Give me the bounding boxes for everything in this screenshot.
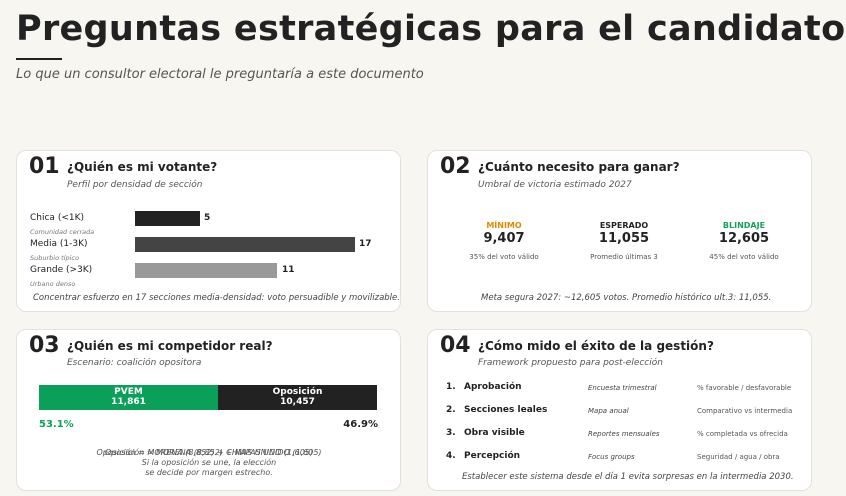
metric-indicator-4: Seguridad / agua / obra — [697, 453, 780, 461]
bar-value-media: 17 — [359, 239, 372, 249]
card3-note-line1: Si la oposición se une, la elección — [141, 458, 277, 467]
metric-number-2: 2. — [446, 405, 456, 415]
stat-blindaje-desc: 45% del voto válido — [709, 253, 779, 261]
card4-subtitle: Framework propuesto para post-elección — [478, 358, 663, 368]
bar-chica — [135, 211, 200, 226]
metric-title-3: Obra visible — [464, 428, 525, 438]
bar-label-media: Media (1-3K) — [30, 239, 88, 249]
stat-minimo-desc: 35% del voto válido — [469, 253, 539, 261]
card3-number: 03 — [29, 333, 60, 358]
stat-blindaje-value: 12,605 — [718, 231, 770, 246]
opposition-percent: 46.9% — [343, 419, 378, 430]
card4-number: 04 — [440, 333, 471, 358]
card3-note-overlap-a: Oposición = MORENA (8,852) + CHIAPAS UNI… — [96, 448, 322, 457]
card-success-metrics — [427, 329, 812, 491]
stat-esperado-label: ESPERADO — [599, 221, 649, 230]
metric-title-1: Aprobación — [464, 382, 522, 392]
stat-minimo-value: 9,407 — [483, 231, 525, 246]
metric-method-2: Mapa anual — [588, 407, 629, 415]
bar-value-chica: 5 — [204, 213, 211, 223]
pvem-bar-segment: PVEM 11,861 — [39, 385, 218, 410]
pvem-votes: 11,861 — [111, 397, 146, 407]
card2-title: ¿Cuánto necesito para ganar? — [478, 160, 680, 174]
metric-number-3: 3. — [446, 428, 456, 438]
card4-note: Establecer este sistema desde el día 1 e… — [462, 472, 794, 482]
card1-subtitle: Perfil por densidad de sección — [67, 180, 203, 190]
stat-blindaje-label: BLINDAJE — [722, 221, 766, 230]
metric-method-3: Reportes mensuales — [588, 430, 660, 438]
card-competitor — [16, 329, 401, 491]
metric-method-4: Focus groups — [588, 453, 635, 461]
opposition-name: Oposición — [272, 387, 323, 397]
metric-number-1: 1. — [446, 382, 456, 392]
card3-title: ¿Quién es mi competidor real? — [67, 339, 273, 353]
card3-note-line2: se decide por margen estrecho. — [145, 468, 273, 477]
stat-esperado-desc: Promedio últimas 3 — [590, 253, 658, 261]
bar-sub-chica: Comunidad cerrada — [30, 228, 95, 236]
pvem-name: PVEM — [114, 387, 143, 397]
stat-minimo: MÍNIMO 9,407 35% del voto válido — [444, 221, 564, 261]
card1-number: 01 — [29, 154, 60, 179]
bar-value-grande: 11 — [282, 265, 295, 275]
bar-sub-grande: Urbano denso — [30, 280, 76, 288]
card1-title: ¿Quién es mi votante? — [67, 160, 218, 174]
title-underline — [16, 58, 62, 60]
card4-title: ¿Cómo mido el éxito de la gestión? — [478, 339, 714, 353]
stat-blindaje: BLINDAJE 12,605 45% del voto válido — [684, 221, 804, 261]
bar-media — [135, 237, 355, 252]
metric-title-4: Percepción — [464, 451, 521, 461]
opposition-bar-segment: Oposición 10,457 — [218, 385, 377, 410]
bar-label-grande: Grande (>3K) — [30, 265, 93, 275]
metric-number-4: 4. — [446, 451, 456, 461]
card3-note-overlap-b: Oposición = MORENA (8,852) + MAS UNIDO (… — [104, 448, 314, 457]
card-voter-profile — [16, 150, 401, 312]
pvem-percent: 53.1% — [39, 419, 74, 430]
bar-label-chica: Chica (<1K) — [30, 213, 85, 223]
card2-subtitle: Umbral de victoria estimado 2027 — [478, 180, 632, 190]
card1-note: Concentrar esfuerzo en 17 secciones medi… — [33, 293, 400, 303]
card3-subtitle: Escenario: coalición opositora — [67, 358, 202, 368]
page-title: Preguntas estratégicas para el candidato — [16, 9, 846, 49]
stat-esperado: ESPERADO 11,055 Promedio últimas 3 — [564, 221, 684, 261]
opposition-votes: 10,457 — [280, 397, 315, 407]
bar-sub-media: Suburbio típico — [30, 254, 79, 262]
metric-method-1: Encuesta trimestral — [588, 384, 657, 392]
card2-note: Meta segura 2027: ~12,605 votos. Promedi… — [481, 293, 772, 303]
metric-indicator-2: Comparativo vs intermedia — [697, 407, 793, 415]
page-subtitle: Lo que un consultor electoral le pregunt… — [16, 67, 424, 82]
stat-esperado-value: 11,055 — [598, 231, 650, 246]
card2-number: 02 — [440, 154, 471, 179]
card-victory-threshold — [427, 150, 812, 312]
metric-title-2: Secciones leales — [464, 405, 548, 415]
metric-indicator-1: % favorable / desfavorable — [697, 384, 792, 392]
metric-indicator-3: % completada vs ofrecida — [697, 430, 788, 438]
stat-minimo-label: MÍNIMO — [486, 221, 522, 230]
bar-grande — [135, 263, 277, 278]
